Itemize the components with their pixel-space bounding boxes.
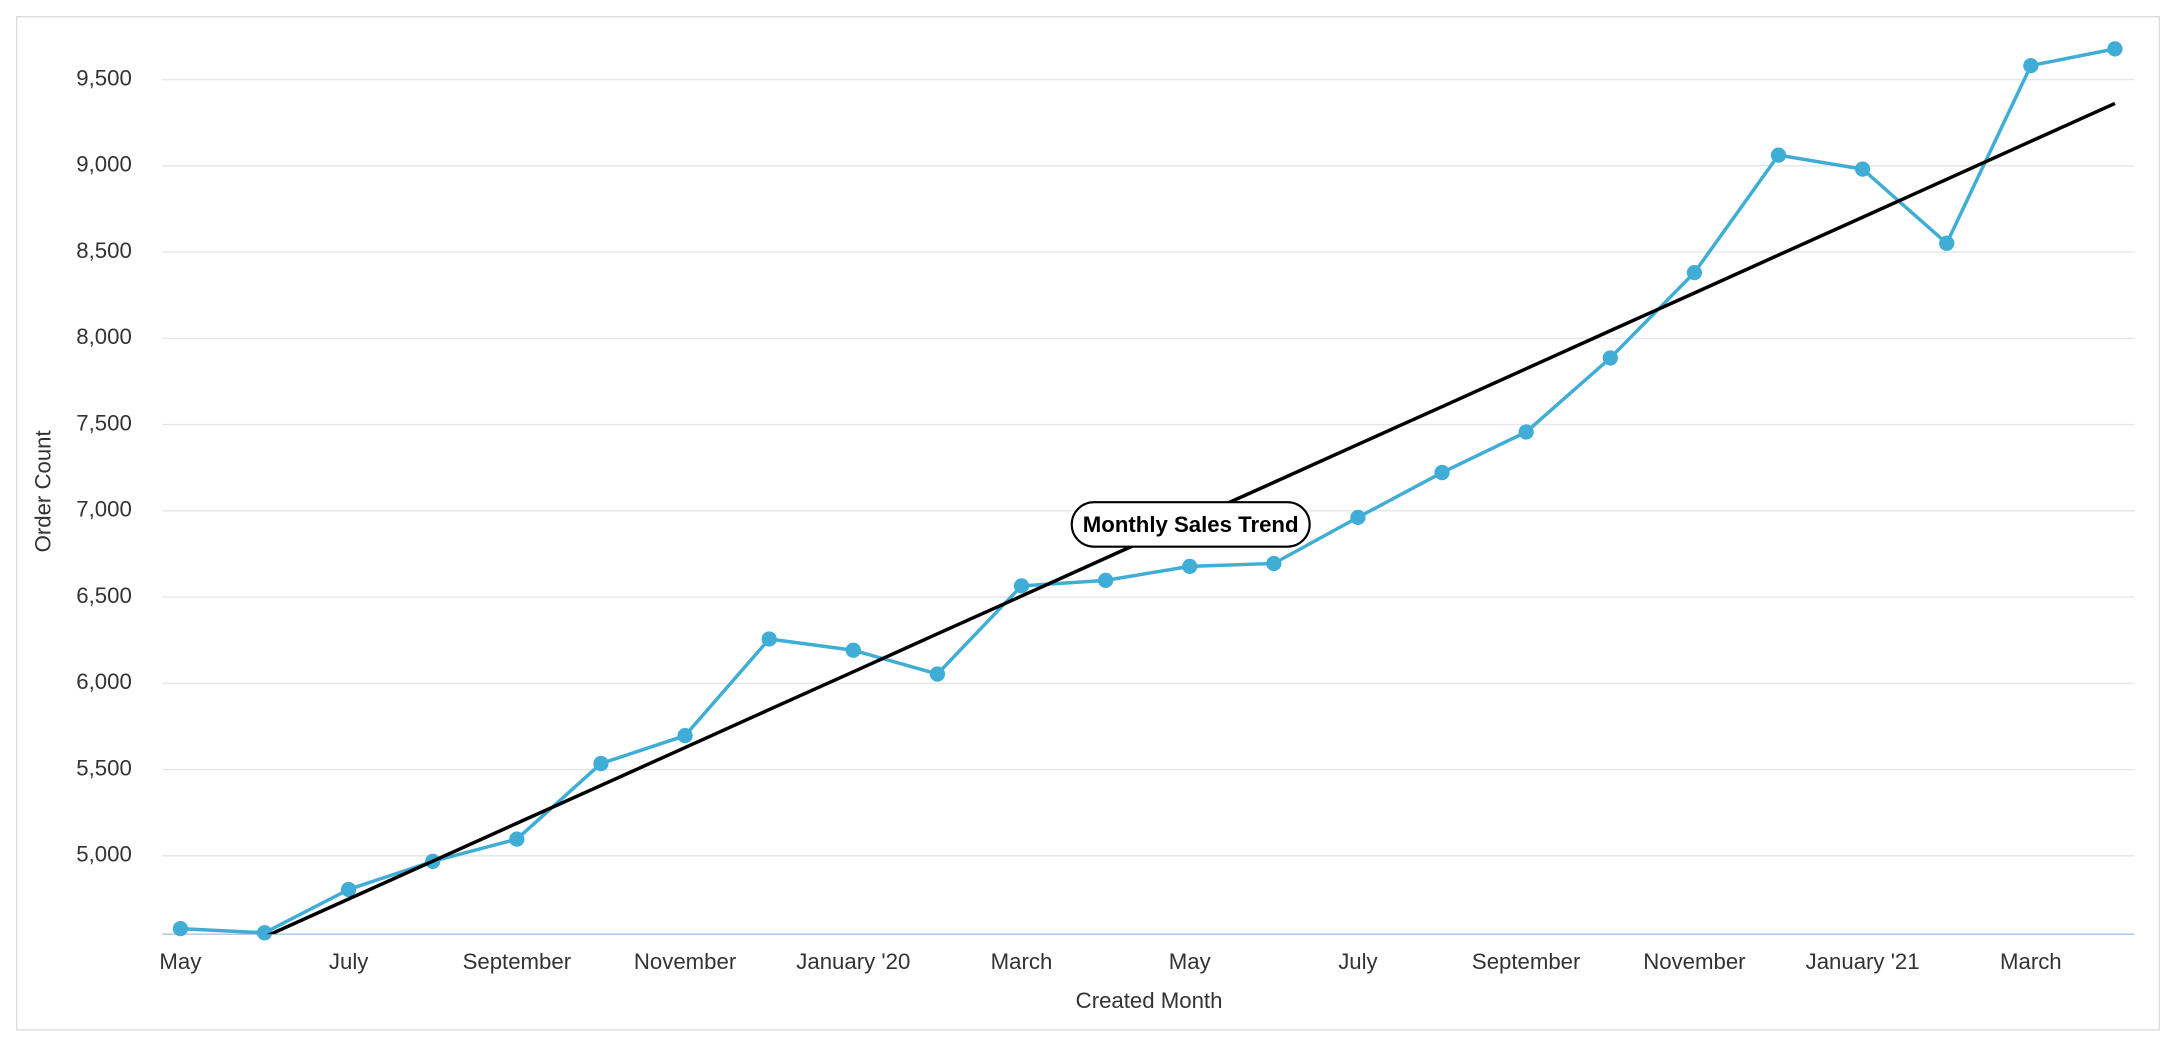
data-point [1939,235,1955,251]
data-point [677,727,693,744]
data-point [1182,558,1198,575]
x-tick-label: May [1169,949,1212,974]
data-point [1518,424,1534,440]
x-tick-label: November [1643,949,1746,974]
data-point [256,925,273,941]
data-point [1266,555,1282,572]
data-point [2107,41,2123,57]
y-tick-label: 8,000 [76,324,132,349]
x-tick-label: November [634,949,737,974]
data-point [1686,264,1703,281]
data-point [1854,161,1871,177]
annotation-box [1070,501,1311,548]
data-point [1097,572,1114,589]
data-point [929,666,946,682]
y-tick-label: 5,500 [76,755,132,780]
data-point [172,921,189,937]
x-tick-label: May [159,949,202,974]
data-point [761,631,777,647]
data-point [1602,350,1618,366]
y-tick-label: 9,000 [76,152,132,177]
y-tick-label: 9,500 [76,65,132,90]
x-tick-label: March [2000,949,2062,974]
y-axis-label: Order Count [30,430,55,552]
x-axis-label: Created Month [1076,988,1223,1013]
trend-annotation: Monthly Sales Trend [1070,501,1311,548]
y-tick-label: 7,500 [76,410,132,435]
x-tick-label: January '20 [796,949,910,974]
y-tick-label: 7,000 [76,497,132,522]
data-point [845,642,861,658]
data-point [1350,509,1366,526]
y-tick-label: 6,000 [76,669,132,694]
y-tick-label: 5,000 [76,842,132,867]
x-tick-label: July [329,949,369,974]
data-point [1013,578,1030,594]
y-tick-label: 8,500 [76,238,132,263]
data-point [1434,464,1450,481]
y-tick-label: 6,500 [76,583,132,608]
data-point [2023,57,2039,74]
series-line [180,47,2116,935]
data-point [593,755,609,772]
x-tick-label: July [1338,949,1378,974]
data-point [340,881,357,898]
data-point [1770,147,1787,163]
annotation-label: Monthly Sales Trend [1083,512,1299,537]
x-tick-label: January '21 [1806,949,1920,974]
x-tick-label: September [1472,949,1581,974]
x-tick-label: March [991,949,1053,974]
x-tick-label: September [463,949,572,974]
data-point [509,831,525,847]
